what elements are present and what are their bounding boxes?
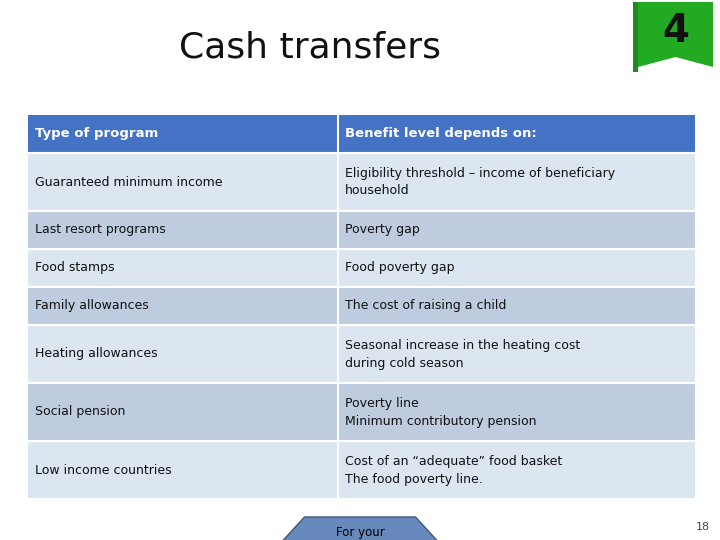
Bar (28, 211, 695, 249)
Bar (28, 115, 695, 153)
Bar (633, 2, 638, 72)
Text: Guaranteed minimum income: Guaranteed minimum income (35, 176, 222, 188)
Text: The cost of raising a child: The cost of raising a child (345, 300, 506, 313)
Bar (28, 287, 695, 325)
Text: Food stamps: Food stamps (35, 261, 114, 274)
Polygon shape (282, 517, 438, 540)
Bar (28, 325, 695, 383)
Text: Benefit level depends on:: Benefit level depends on: (345, 127, 536, 140)
Text: Cash transfers: Cash transfers (179, 31, 441, 65)
Text: Type of program: Type of program (35, 127, 158, 140)
Text: Eligibility threshold – income of beneficiary
household: Eligibility threshold – income of benefi… (345, 166, 615, 198)
Text: For your
information: For your information (326, 526, 394, 540)
Bar (28, 441, 695, 499)
Text: Social pension: Social pension (35, 406, 125, 419)
Text: Poverty line
Minimum contributory pension: Poverty line Minimum contributory pensio… (345, 396, 536, 428)
Polygon shape (638, 2, 713, 67)
Text: Food poverty gap: Food poverty gap (345, 261, 454, 274)
Text: 4: 4 (662, 12, 689, 51)
Text: Poverty gap: Poverty gap (345, 224, 420, 237)
Text: 18: 18 (696, 522, 710, 532)
Text: Low income countries: Low income countries (35, 463, 171, 476)
Text: Last resort programs: Last resort programs (35, 224, 166, 237)
Text: Heating allowances: Heating allowances (35, 348, 158, 361)
Bar (28, 383, 695, 441)
Text: Cost of an “adequate” food basket
The food poverty line.: Cost of an “adequate” food basket The fo… (345, 455, 562, 485)
Bar (28, 153, 695, 211)
Text: Seasonal increase in the heating cost
during cold season: Seasonal increase in the heating cost du… (345, 339, 580, 369)
Bar (28, 249, 695, 287)
Text: Family allowances: Family allowances (35, 300, 149, 313)
